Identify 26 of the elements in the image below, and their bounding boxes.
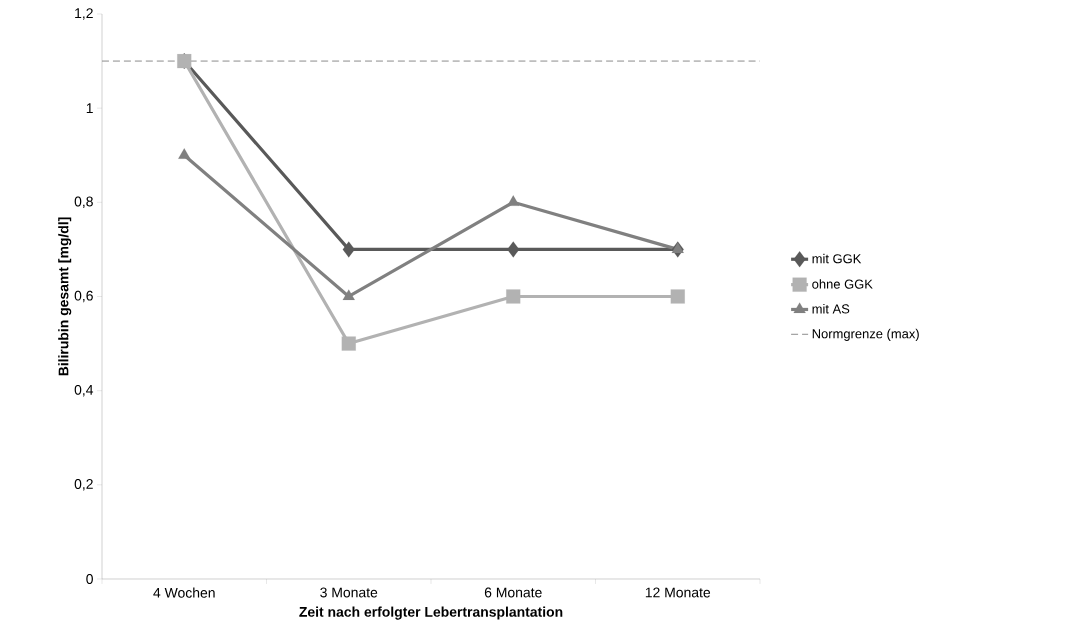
point bbox=[671, 242, 684, 253]
x-tick-label: 4 Wochen bbox=[153, 587, 215, 598]
point bbox=[507, 195, 520, 206]
point bbox=[341, 336, 356, 351]
y-axis-title: Bilirubin gesamt [mg/dl] bbox=[58, 217, 72, 376]
y-tick-label: 1 bbox=[86, 103, 93, 113]
x-axis-title: Zeit nach erfolgter Lebertransplantation bbox=[299, 606, 563, 620]
x-tick-label: 12 Monate bbox=[645, 587, 711, 598]
y-tick-label: 0,4 bbox=[74, 384, 94, 397]
x-tick-label: 3 Monate bbox=[320, 587, 378, 598]
point bbox=[670, 289, 685, 304]
y-tick-label: 1,2 bbox=[75, 8, 93, 20]
y-tick-label: 0 bbox=[86, 574, 93, 584]
y-tick-label: 0,8 bbox=[74, 196, 93, 209]
legend-label: Normgrenze (max) bbox=[812, 328, 919, 341]
point bbox=[507, 241, 520, 258]
point bbox=[342, 241, 355, 258]
y-tick-label: 0,2 bbox=[74, 479, 93, 491]
legend-label: mit GGK bbox=[812, 253, 862, 264]
point bbox=[178, 148, 191, 159]
x-tick-label: 6 Monate bbox=[484, 587, 542, 598]
point bbox=[506, 289, 521, 304]
legend-label: mit AS bbox=[812, 304, 850, 314]
legend-label: ohne GGK bbox=[812, 279, 873, 289]
point bbox=[342, 289, 355, 301]
y-tick-label: 0,6 bbox=[74, 290, 93, 303]
